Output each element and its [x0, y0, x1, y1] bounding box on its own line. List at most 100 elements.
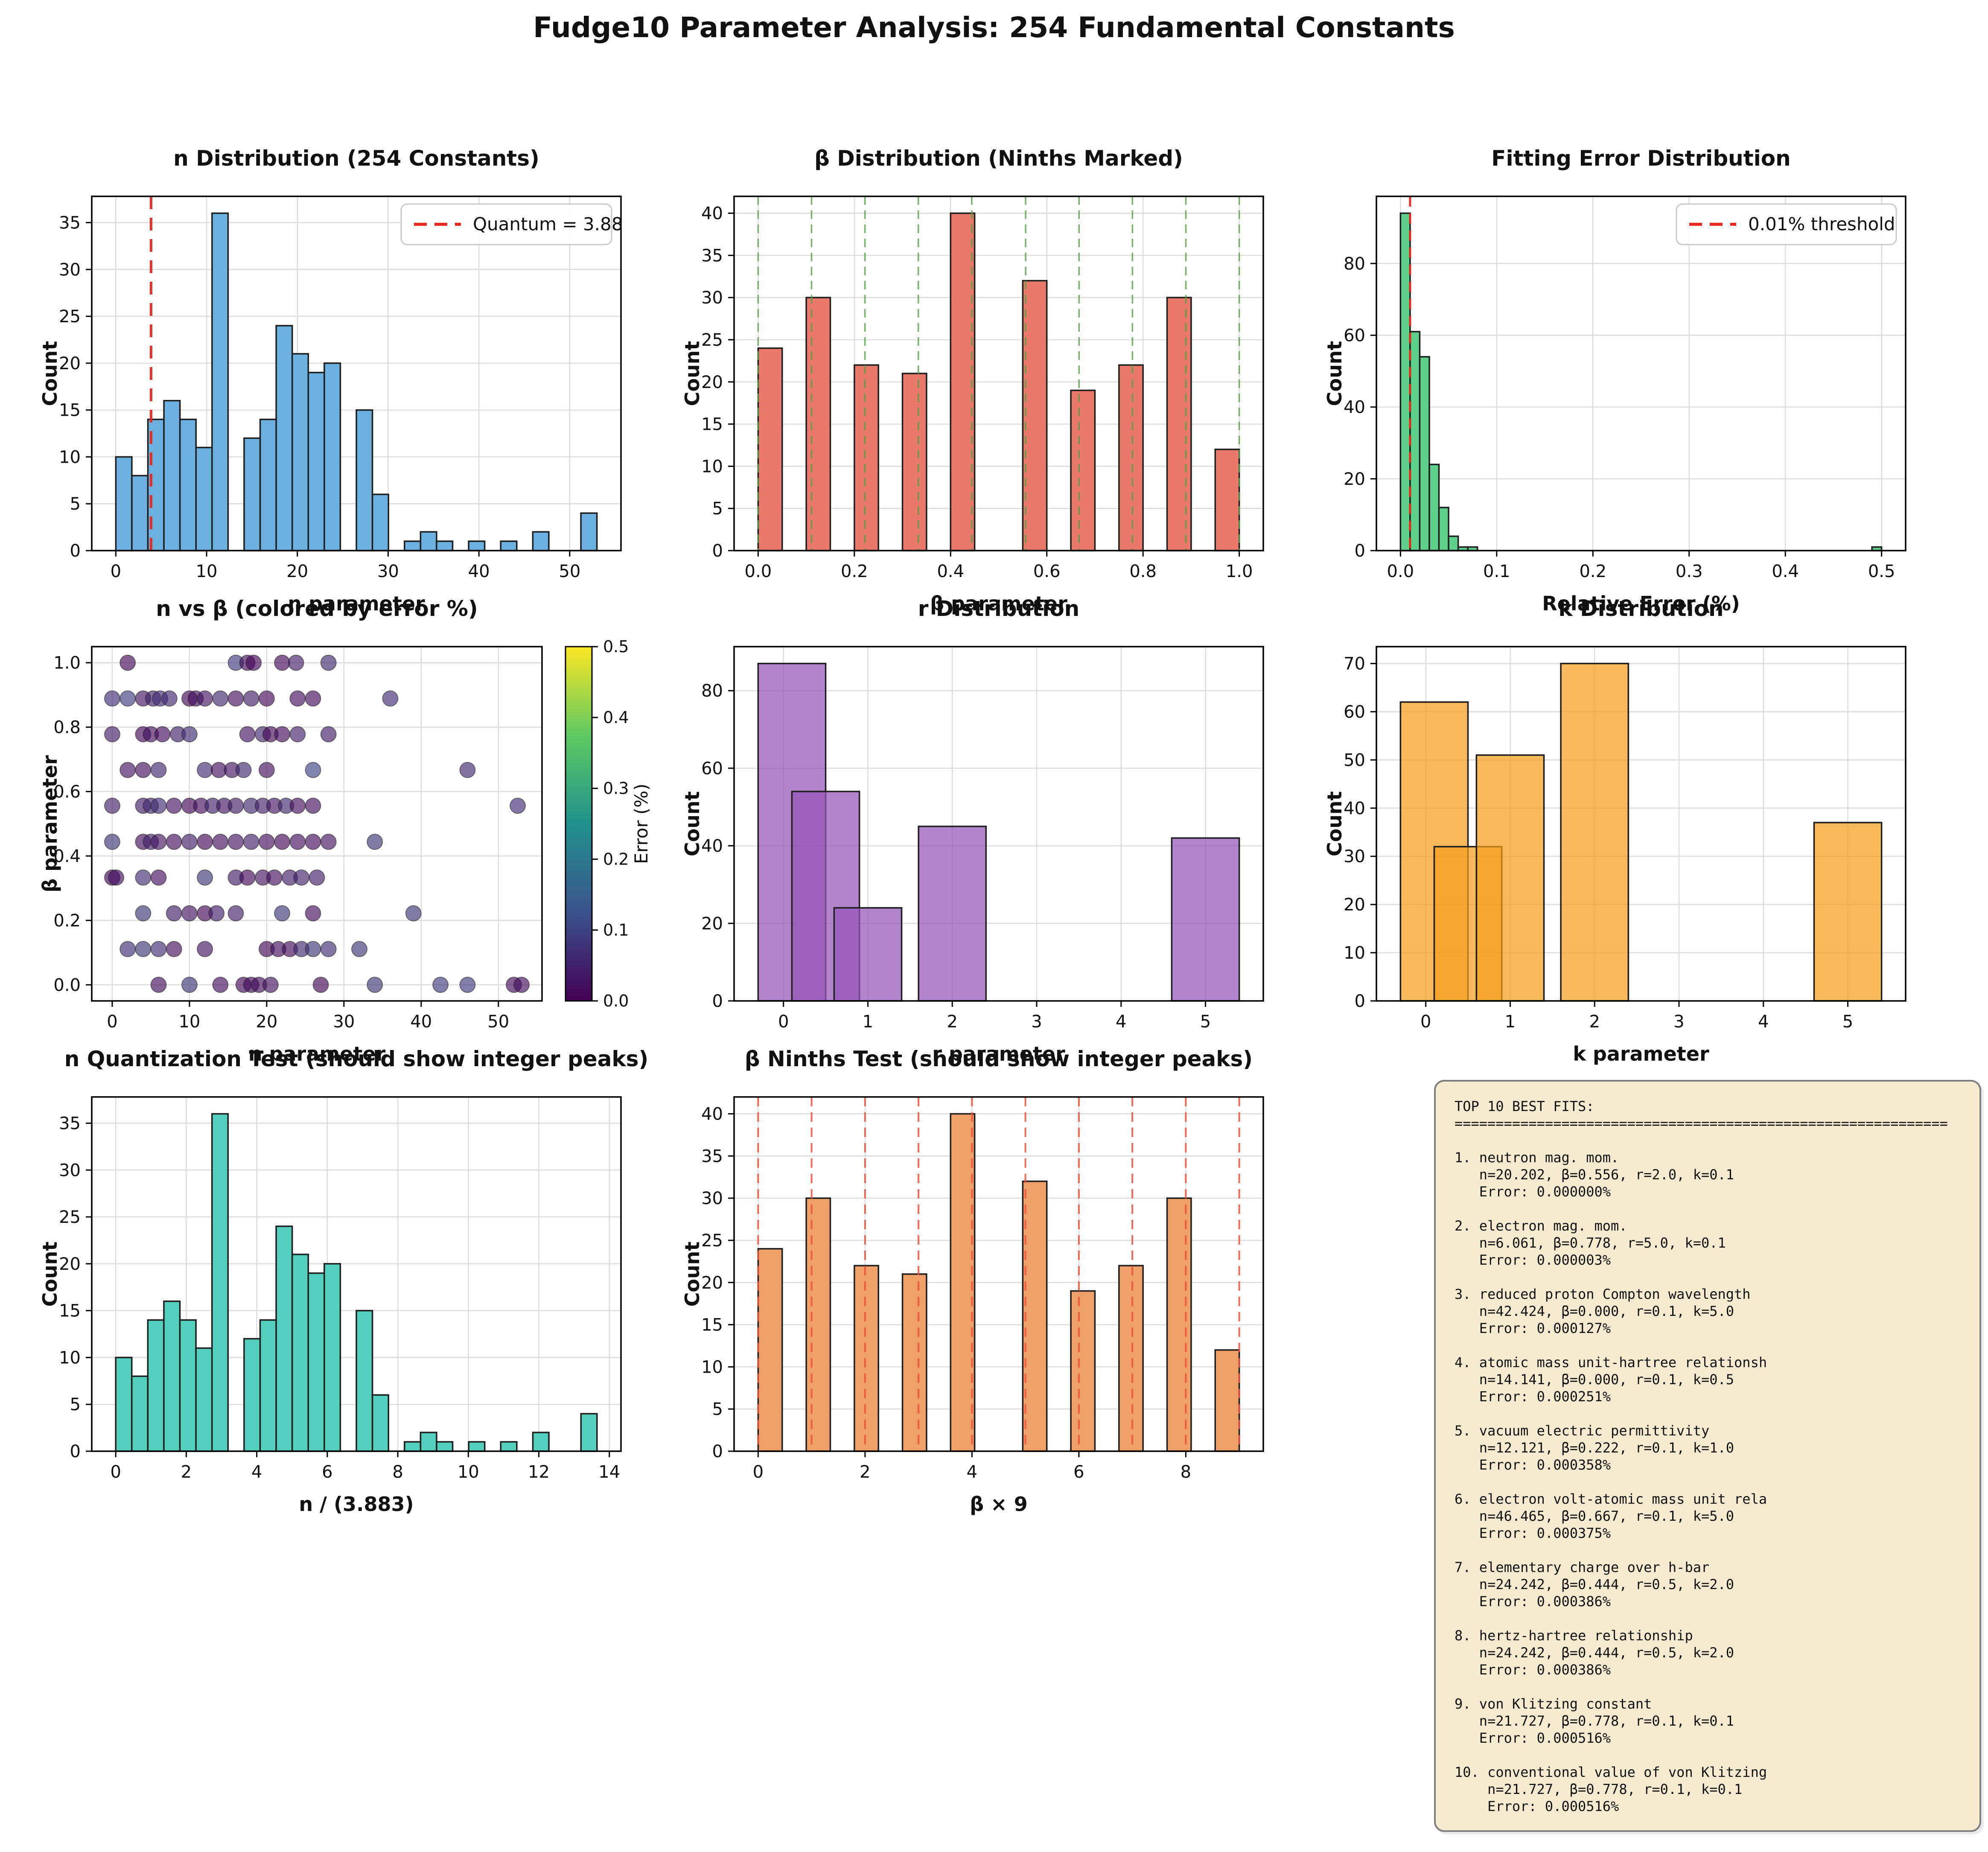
- svg-text:80: 80: [1344, 254, 1365, 274]
- svg-text:4: 4: [967, 1462, 977, 1482]
- chart-r-distribution: 0 1 2 3 4 5 0 20 40 60 80 r parameter Count r Distrib…: [679, 578, 1302, 1073]
- top-fits-entries: 1. neutron mag. mom. n=20.202, β=0.556, …: [1455, 1149, 1767, 1814]
- svg-text:10: 10: [701, 1357, 723, 1377]
- svg-text:10: 10: [458, 1462, 479, 1482]
- svg-text:20: 20: [59, 1254, 81, 1274]
- top-fits-divider: ========================================…: [1455, 1115, 1948, 1132]
- svg-text:2: 2: [181, 1462, 192, 1482]
- svg-text:1.0: 1.0: [53, 653, 81, 673]
- svg-text:25: 25: [701, 330, 723, 350]
- svg-text:2: 2: [947, 1012, 958, 1032]
- svg-text:40: 40: [1344, 799, 1365, 818]
- svg-text:50: 50: [559, 562, 580, 581]
- svg-text:0.1: 0.1: [603, 921, 629, 939]
- svg-text:0.6: 0.6: [53, 782, 81, 802]
- svg-text:20: 20: [286, 562, 308, 581]
- svg-text:0.0: 0.0: [53, 975, 81, 995]
- svg-text:Count: Count: [681, 341, 704, 406]
- svg-text:35: 35: [59, 213, 81, 233]
- svg-text:70: 70: [1344, 654, 1365, 674]
- svg-text:10: 10: [59, 1348, 81, 1368]
- svg-text:0.6: 0.6: [1033, 562, 1061, 581]
- svg-text:0.3: 0.3: [603, 779, 629, 798]
- svg-text:8: 8: [392, 1462, 403, 1482]
- svg-text:25: 25: [59, 307, 81, 327]
- chart-n-vs-beta-scatter: 0 10 20 30 40 50 0.0 0.2 0.4 0.6 0.8 1.0 n parameter…: [36, 578, 659, 1073]
- svg-text:n / (3.883): n / (3.883): [299, 1493, 414, 1516]
- svg-text:25: 25: [701, 1231, 723, 1251]
- svg-text:0: 0: [778, 1012, 789, 1032]
- svg-text:Count: Count: [38, 1242, 61, 1307]
- svg-text:β Distribution (Ninths Marked): β Distribution (Ninths Marked): [814, 146, 1183, 171]
- svg-text:n vs β (colored by error %): n vs β (colored by error %): [156, 596, 478, 621]
- svg-text:30: 30: [333, 1012, 355, 1032]
- svg-text:15: 15: [701, 415, 723, 435]
- chart-n-quantization-test: 0 2 4 6 8 10 12 14 0 5 10 15 20 25 30 35 n / (3.883) Coun…: [36, 1029, 659, 1524]
- svg-text:30: 30: [701, 288, 723, 308]
- svg-text:40: 40: [701, 204, 723, 224]
- svg-text:20: 20: [1344, 470, 1365, 489]
- svg-text:15: 15: [59, 1301, 81, 1321]
- svg-text:Count: Count: [681, 791, 704, 857]
- svg-text:0.4: 0.4: [937, 562, 964, 581]
- svg-text:6: 6: [322, 1462, 332, 1482]
- svg-text:14: 14: [598, 1462, 620, 1482]
- svg-text:5: 5: [70, 494, 81, 514]
- svg-text:30: 30: [59, 1161, 81, 1180]
- svg-text:0.2: 0.2: [53, 911, 81, 930]
- svg-text:Count: Count: [681, 1242, 704, 1307]
- svg-text:4: 4: [1116, 1012, 1126, 1032]
- svg-text:35: 35: [59, 1114, 81, 1133]
- svg-text:0.01% threshold: 0.01% threshold: [1748, 214, 1895, 235]
- svg-text:5: 5: [1842, 1012, 1853, 1032]
- chart-error-distribution: 0.0 0.1 0.2 0.3 0.4 0.5 0 20 40 60 80 Relative Erro…: [1321, 128, 1944, 623]
- svg-text:6: 6: [1073, 1462, 1084, 1482]
- svg-text:n parameter: n parameter: [248, 1042, 386, 1065]
- svg-text:0: 0: [712, 541, 723, 561]
- svg-text:Fitting Error Distribution: Fitting Error Distribution: [1491, 146, 1790, 171]
- svg-text:50: 50: [487, 1012, 509, 1032]
- svg-text:Count: Count: [38, 341, 61, 406]
- svg-text:0: 0: [110, 1462, 121, 1482]
- svg-text:5: 5: [712, 1400, 723, 1419]
- svg-text:30: 30: [377, 562, 399, 581]
- svg-text:1: 1: [863, 1012, 873, 1032]
- svg-text:60: 60: [1344, 326, 1365, 345]
- svg-text:20: 20: [701, 1273, 723, 1293]
- svg-text:n Distribution (254 Constants): n Distribution (254 Constants): [173, 146, 539, 171]
- svg-text:0.8: 0.8: [1129, 562, 1157, 581]
- svg-text:0: 0: [1355, 541, 1365, 561]
- svg-text:20: 20: [701, 914, 723, 933]
- svg-text:0: 0: [70, 1442, 81, 1461]
- svg-text:0.5: 0.5: [603, 637, 629, 656]
- svg-text:n Quantization Test (should sh: n Quantization Test (should show integer…: [64, 1047, 649, 1071]
- svg-text:2: 2: [860, 1462, 870, 1482]
- svg-text:30: 30: [1344, 847, 1365, 866]
- svg-text:0.3: 0.3: [1676, 562, 1703, 581]
- svg-text:Count: Count: [1323, 791, 1346, 857]
- svg-text:0: 0: [712, 992, 723, 1011]
- svg-text:15: 15: [701, 1315, 723, 1335]
- svg-text:k parameter: k parameter: [1573, 1042, 1709, 1065]
- svg-text:3: 3: [1673, 1012, 1684, 1032]
- svg-text:Error (%): Error (%): [631, 784, 652, 864]
- svg-text:β parameter: β parameter: [930, 592, 1067, 615]
- svg-text:β × 9: β × 9: [970, 1493, 1028, 1516]
- svg-text:0.1: 0.1: [1483, 562, 1510, 581]
- svg-text:10: 10: [701, 457, 723, 476]
- svg-text:30: 30: [701, 1189, 723, 1208]
- svg-text:5: 5: [70, 1395, 81, 1415]
- svg-text:80: 80: [701, 681, 723, 701]
- svg-text:25: 25: [59, 1207, 81, 1227]
- svg-text:0: 0: [107, 1012, 117, 1032]
- svg-text:0.4: 0.4: [53, 846, 81, 866]
- svg-text:k Distribution: k Distribution: [1558, 596, 1723, 621]
- svg-text:30: 30: [59, 260, 81, 280]
- chart-beta-ninths-test: 0 2 4 6 8 0 5 10 15 20 25 30 35 40 β × 9 Count β Ninths …: [679, 1029, 1302, 1524]
- svg-text:n parameter: n parameter: [288, 592, 425, 615]
- svg-text:40: 40: [701, 837, 723, 856]
- svg-text:r parameter: r parameter: [932, 1042, 1065, 1065]
- chart-k-distribution: 0 1 2 3 4 5 0 10 20 30 40 50 60 70 k parameter Count k D…: [1321, 578, 1944, 1073]
- svg-text:β Ninths Test (should show int: β Ninths Test (should show integer peaks…: [745, 1047, 1253, 1071]
- svg-text:0.5: 0.5: [1868, 562, 1895, 581]
